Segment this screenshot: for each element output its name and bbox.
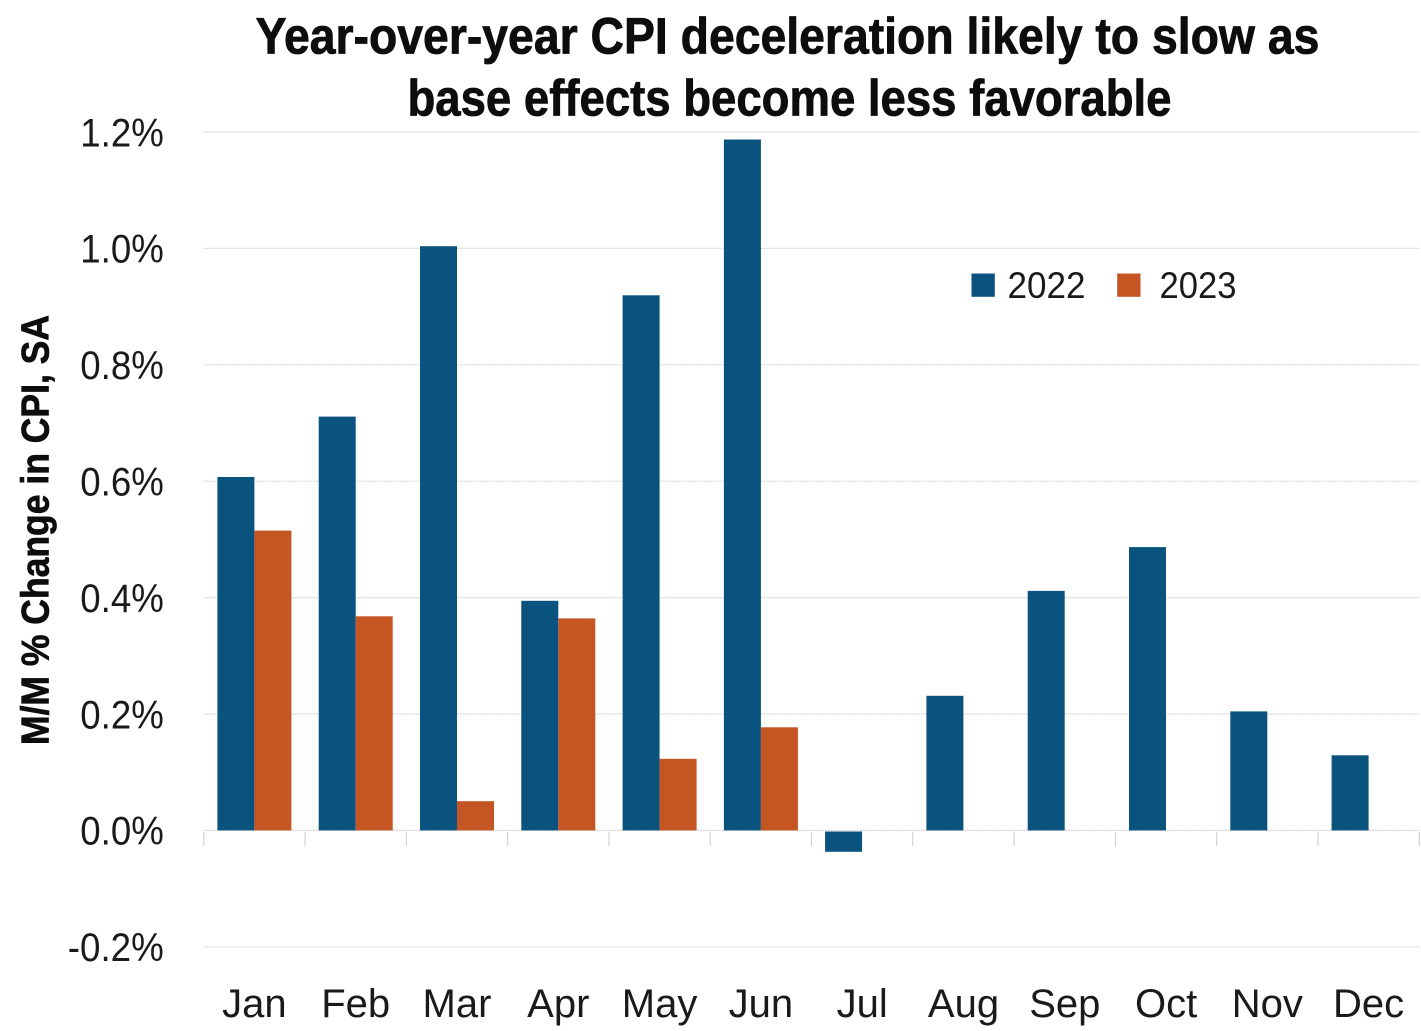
svg-text:M/M % Change in CPI, SA: M/M % Change in CPI, SA xyxy=(15,315,58,745)
svg-text:Apr: Apr xyxy=(527,982,589,1026)
svg-text:base effects become less favor: base effects become less favorable xyxy=(408,69,1172,126)
svg-text:2023: 2023 xyxy=(1160,265,1237,306)
svg-text:Jul: Jul xyxy=(837,982,888,1026)
svg-text:0.2%: 0.2% xyxy=(80,693,164,737)
svg-text:Sep: Sep xyxy=(1029,982,1100,1026)
svg-text:0.8%: 0.8% xyxy=(80,344,164,388)
svg-text:0.0%: 0.0% xyxy=(80,810,164,854)
svg-text:Feb: Feb xyxy=(321,982,390,1026)
svg-text:Dec: Dec xyxy=(1333,982,1404,1026)
svg-text:1.0%: 1.0% xyxy=(80,228,164,272)
svg-text:Jun: Jun xyxy=(729,982,794,1026)
svg-text:1.2%: 1.2% xyxy=(80,111,164,155)
svg-text:Nov: Nov xyxy=(1232,982,1303,1026)
svg-text:May: May xyxy=(622,982,698,1026)
svg-text:-0.2%: -0.2% xyxy=(68,926,164,970)
svg-text:Year-over-year CPI deceleratio: Year-over-year CPI deceleration likely t… xyxy=(256,8,1320,65)
svg-text:0.6%: 0.6% xyxy=(80,461,164,505)
svg-text:Mar: Mar xyxy=(423,982,492,1026)
svg-text:2022: 2022 xyxy=(1008,265,1086,306)
svg-text:0.4%: 0.4% xyxy=(80,577,164,621)
svg-text:Aug: Aug xyxy=(928,982,999,1026)
svg-text:Oct: Oct xyxy=(1135,982,1197,1026)
svg-text:Jan: Jan xyxy=(222,982,287,1026)
